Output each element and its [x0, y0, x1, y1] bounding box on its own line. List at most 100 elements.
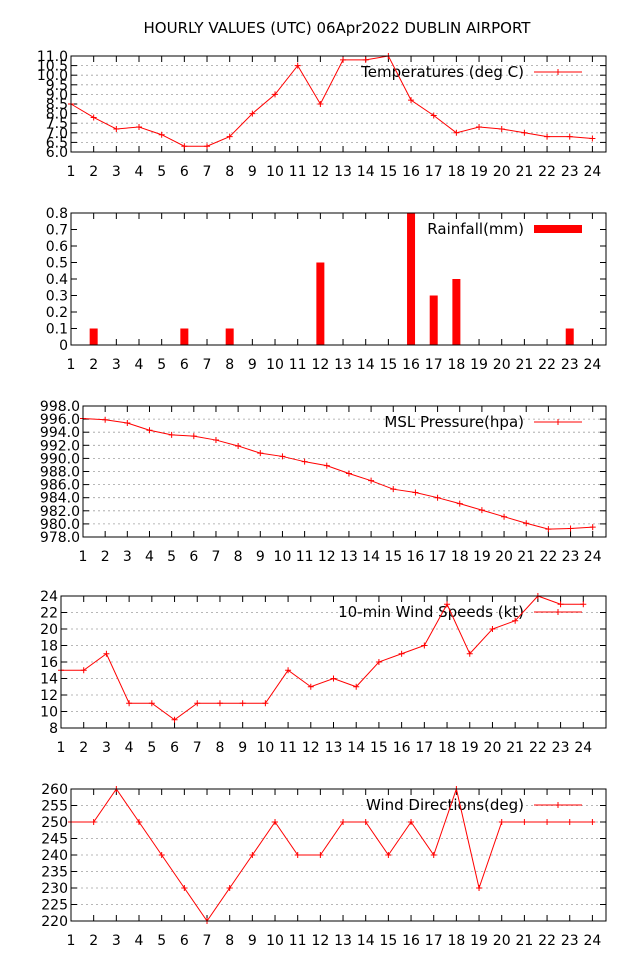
x-tick-label: 22 — [539, 549, 557, 565]
x-tick-label: 4 — [135, 357, 144, 373]
x-tick-label: 20 — [495, 549, 513, 565]
x-tick-label: 18 — [447, 933, 465, 949]
data-point — [566, 819, 573, 825]
y-tick-label: 0.8 — [46, 206, 68, 222]
y-tick-label: 8.5 — [46, 97, 68, 113]
series-line — [71, 787, 593, 922]
x-tick-label: 5 — [157, 933, 166, 949]
bar — [225, 328, 234, 345]
x-tick-label: 7 — [193, 740, 202, 756]
data-point — [340, 56, 347, 63]
x-tick-label: 16 — [402, 357, 420, 373]
y-tick-label: 7.5 — [46, 116, 68, 132]
data-point — [294, 852, 301, 858]
legend-swatch — [534, 225, 582, 233]
x-tick-label: 14 — [347, 740, 365, 756]
data-point — [136, 124, 143, 131]
bar — [429, 295, 438, 345]
data-point — [501, 513, 508, 520]
data-point — [489, 626, 496, 632]
bar — [565, 328, 574, 345]
x-tick-label: 1 — [57, 740, 66, 756]
data-point — [408, 97, 415, 104]
x-tick-label: 14 — [357, 933, 375, 949]
data-point — [566, 133, 573, 140]
x-tick-label: 21 — [515, 164, 533, 180]
data-point — [235, 442, 242, 449]
y-tick-label: 260 — [41, 782, 68, 798]
data-point — [216, 700, 223, 707]
y-tick-label: 18 — [40, 639, 58, 655]
y-tick-label: 10 — [40, 705, 58, 721]
x-tick-label: 17 — [425, 357, 443, 373]
x-tick-label: 8 — [215, 740, 224, 756]
plot-frame — [82, 405, 607, 538]
x-tick-label: 2 — [89, 357, 98, 373]
x-tick-label: 2 — [79, 740, 88, 756]
legend-label: 10-min Wind Speeds (kt) — [338, 603, 524, 621]
data-point — [375, 659, 382, 665]
data-point — [113, 125, 120, 132]
data-point — [476, 124, 483, 131]
x-tick-label: 8 — [234, 549, 243, 565]
data-point — [181, 143, 188, 150]
x-tick-label: 21 — [515, 933, 533, 949]
y-tick-label: 20 — [40, 622, 58, 638]
data-point — [345, 470, 352, 477]
data-point — [430, 852, 437, 858]
y-tick-label: 0.7 — [46, 223, 68, 239]
data-point — [307, 683, 314, 690]
x-tick-label: 14 — [357, 164, 375, 180]
legend-marker — [555, 419, 561, 425]
data-point — [285, 667, 292, 674]
y-tick-label: 0.4 — [46, 272, 68, 288]
data-point — [190, 433, 197, 440]
x-tick-label: 11 — [289, 933, 307, 949]
data-point — [430, 112, 437, 119]
data-point — [226, 885, 233, 891]
x-tick-label: 3 — [123, 549, 132, 565]
data-point — [272, 819, 279, 825]
x-tick-label: 13 — [334, 357, 352, 373]
data-point — [194, 700, 201, 707]
y-tick-label: 990.0 — [40, 451, 80, 467]
data-point — [512, 617, 519, 624]
x-tick-label: 21 — [515, 357, 533, 373]
x-tick-label: 18 — [447, 357, 465, 373]
x-tick-label: 23 — [562, 549, 580, 565]
x-tick-label: 15 — [379, 164, 397, 180]
data-point — [434, 494, 441, 501]
x-tick-label: 3 — [112, 933, 121, 949]
data-point — [498, 819, 505, 825]
x-tick-label: 13 — [334, 164, 352, 180]
x-tick-label: 9 — [256, 549, 265, 565]
data-point — [181, 885, 188, 891]
legend-marker — [555, 802, 561, 808]
data-point — [212, 437, 219, 444]
data-point — [272, 91, 279, 98]
x-tick-label: 4 — [135, 164, 144, 180]
plot-frame — [60, 595, 607, 729]
x-tick-label: 15 — [379, 357, 397, 373]
y-tick-label: 16 — [40, 655, 58, 671]
y-tick-label: 10.0 — [37, 68, 68, 84]
data-point — [257, 450, 264, 457]
y-tick-label: 10.5 — [37, 59, 68, 75]
x-tick-label: 7 — [212, 549, 221, 565]
series-line — [61, 595, 584, 721]
x-tick-label: 20 — [493, 164, 511, 180]
x-tick-label: 5 — [157, 357, 166, 373]
y-tick-label: 250 — [41, 815, 68, 831]
x-tick-label: 5 — [167, 549, 176, 565]
x-tick-label: 4 — [145, 549, 154, 565]
x-tick-label: 12 — [311, 357, 329, 373]
y-tick-label: 245 — [41, 832, 68, 848]
y-tick-label: 8.0 — [46, 107, 68, 123]
x-tick-label: 3 — [102, 740, 111, 756]
bar — [89, 328, 98, 345]
legend-label: Rainfall(mm) — [427, 220, 524, 238]
data-point — [453, 129, 460, 136]
bar — [407, 213, 416, 345]
data-point — [476, 885, 483, 891]
